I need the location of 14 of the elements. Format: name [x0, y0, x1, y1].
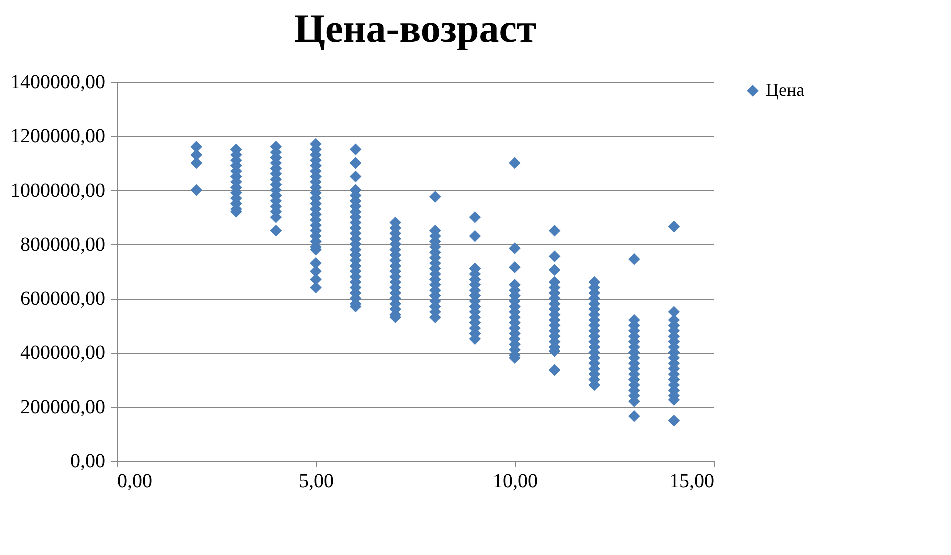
y-tick-label: 1000000,00 [10, 180, 106, 202]
y-tick-label: 600000,00 [20, 288, 106, 310]
y-tick-label: 800000,00 [20, 234, 106, 256]
x-tick-label: 10,00 [493, 470, 538, 492]
y-tick-label: 0,00 [70, 450, 106, 472]
x-tick-label: 5,00 [299, 470, 334, 492]
y-tick-label: 1200000,00 [10, 126, 106, 148]
x-tick-label: 0,00 [118, 470, 152, 492]
x-tick-label: 15,00 [670, 470, 714, 492]
chart-title: Цена-возраст [294, 6, 537, 51]
y-tick-label: 400000,00 [20, 342, 106, 364]
y-tick-label: 200000,00 [20, 396, 106, 418]
y-tick-label: 1400000,00 [10, 72, 106, 94]
legend-label: Цена [766, 80, 805, 100]
